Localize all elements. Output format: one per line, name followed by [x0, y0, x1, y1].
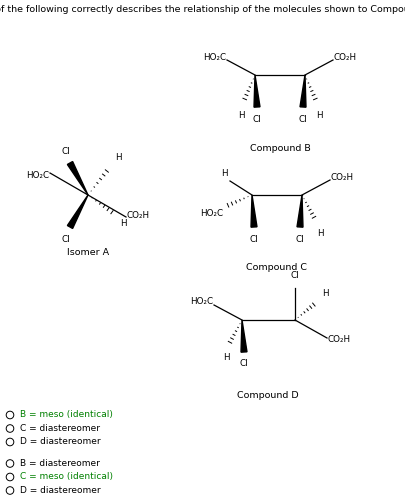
Text: H: H: [316, 229, 322, 238]
Text: H: H: [220, 169, 227, 178]
Text: H: H: [237, 110, 244, 119]
Text: B = meso (identical): B = meso (identical): [20, 411, 113, 420]
Text: Isomer A: Isomer A: [67, 248, 109, 256]
Text: HO₂C: HO₂C: [26, 171, 49, 180]
Polygon shape: [67, 162, 88, 195]
Text: Which of the following correctly describes the relationship of the molecules sho: Which of the following correctly describ…: [0, 5, 405, 14]
Text: H: H: [321, 289, 328, 298]
Text: Cl: Cl: [252, 114, 261, 123]
Text: Cl: Cl: [290, 271, 298, 280]
Text: C = diastereomer: C = diastereomer: [20, 424, 100, 433]
Polygon shape: [254, 75, 259, 107]
Text: Compound C: Compound C: [246, 263, 307, 272]
Text: B = diastereomer: B = diastereomer: [20, 459, 100, 468]
Text: CO₂H: CO₂H: [326, 335, 350, 344]
Text: HO₂C: HO₂C: [203, 52, 226, 61]
Polygon shape: [241, 320, 246, 352]
Text: H: H: [119, 219, 126, 228]
Text: CO₂H: CO₂H: [333, 52, 356, 61]
Text: HO₂C: HO₂C: [190, 297, 213, 306]
Text: Compound B: Compound B: [249, 144, 309, 153]
Text: Cl: Cl: [62, 147, 70, 156]
Text: H: H: [222, 353, 229, 362]
Text: Cl: Cl: [239, 359, 248, 368]
Text: D = diastereomer: D = diastereomer: [20, 486, 100, 495]
Text: C = meso (identical): C = meso (identical): [20, 473, 113, 482]
Text: Cl: Cl: [249, 235, 258, 244]
Text: CO₂H: CO₂H: [126, 211, 149, 220]
Polygon shape: [67, 195, 88, 229]
Text: H: H: [114, 153, 121, 162]
Text: CO₂H: CO₂H: [330, 173, 353, 182]
Text: D = diastereomer: D = diastereomer: [20, 438, 100, 447]
Text: Compound D: Compound D: [237, 391, 298, 400]
Polygon shape: [296, 195, 302, 227]
Text: HO₂C: HO₂C: [200, 209, 223, 218]
Text: H: H: [315, 110, 322, 119]
Polygon shape: [250, 195, 256, 227]
Polygon shape: [299, 75, 305, 107]
Text: Cl: Cl: [62, 235, 70, 244]
Text: Cl: Cl: [295, 235, 304, 244]
Text: Cl: Cl: [298, 114, 307, 123]
